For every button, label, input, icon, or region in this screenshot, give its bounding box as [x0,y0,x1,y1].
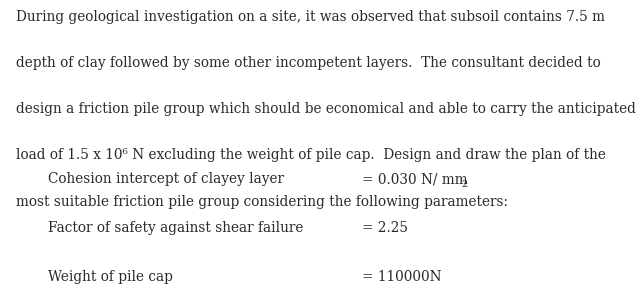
Text: design a friction pile group which should be economical and able to carry the an: design a friction pile group which shoul… [16,102,636,116]
Text: depth of clay followed by some other incompetent layers.  The consultant decided: depth of clay followed by some other inc… [16,56,601,70]
Text: Cohesion intercept of clayey layer: Cohesion intercept of clayey layer [48,172,284,186]
Text: = 110000N: = 110000N [362,270,442,284]
Text: = 0.030 N/ mm: = 0.030 N/ mm [362,172,468,186]
Text: During geological investigation on a site, it was observed that subsoil contains: During geological investigation on a sit… [16,10,605,24]
Text: load of 1.5 x 10⁶ N excluding the weight of pile cap.  Design and draw the plan : load of 1.5 x 10⁶ N excluding the weight… [16,148,606,162]
Text: = 2.25: = 2.25 [362,221,408,235]
Text: Factor of safety against shear failure: Factor of safety against shear failure [48,221,303,235]
Text: 2: 2 [462,180,468,189]
Text: Weight of pile cap: Weight of pile cap [48,270,173,284]
Text: most suitable friction pile group considering the following parameters:: most suitable friction pile group consid… [16,195,508,208]
